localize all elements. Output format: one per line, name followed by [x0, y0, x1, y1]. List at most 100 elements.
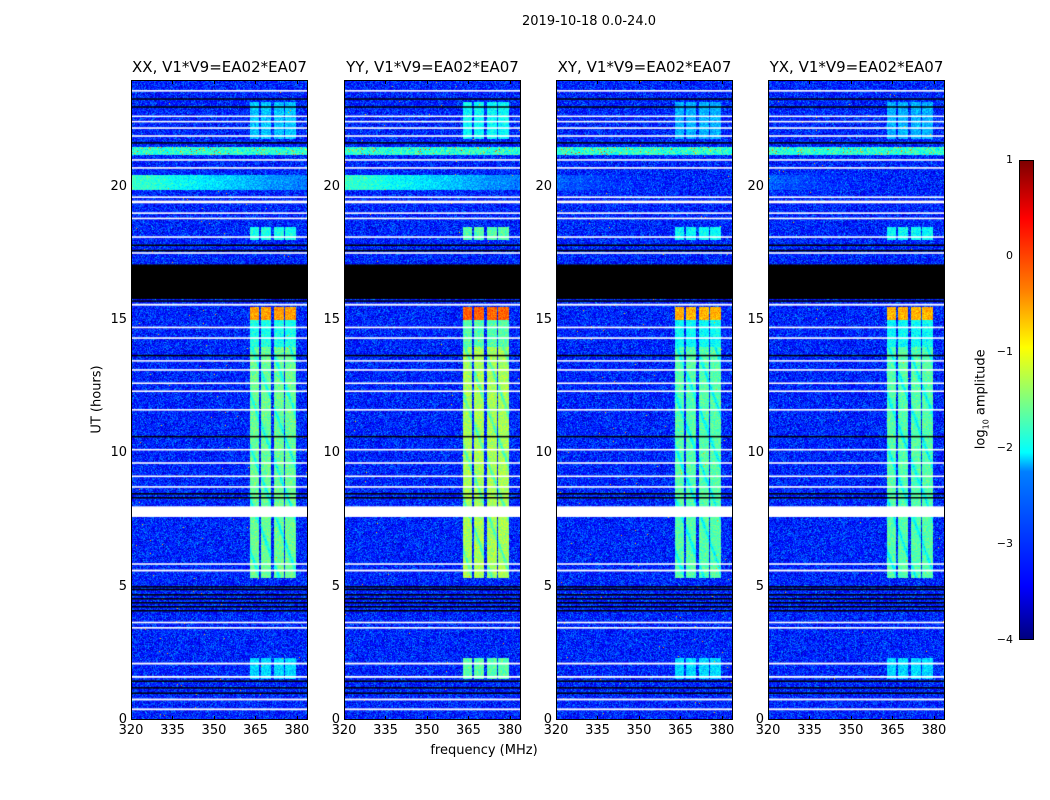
x-tick-mark	[385, 80, 387, 84]
x-tick-mark	[597, 80, 599, 84]
colorbar-tick-label: 0	[1006, 249, 1013, 262]
x-tick-label: 335	[797, 723, 822, 738]
x-tick-mark	[468, 80, 470, 84]
x-tick-label: 365	[456, 723, 481, 738]
y-tick-label: 10	[110, 445, 127, 461]
x-tick-label: 350	[838, 723, 864, 738]
x-tick-label: 350	[201, 723, 227, 738]
x-tick-mark	[131, 716, 132, 720]
y-tick-label: 15	[747, 312, 764, 327]
x-tick-mark	[721, 716, 723, 720]
x-tick-label: 350	[414, 723, 440, 738]
x-tick-label: 350	[626, 723, 652, 738]
colorbar-tick-label: −2	[996, 441, 1013, 454]
x-tick-mark	[850, 716, 852, 720]
x-tick-mark	[638, 716, 640, 720]
x-tick-mark	[680, 716, 682, 720]
x-tick-mark	[892, 80, 894, 84]
colorbar-tick-label: −3	[996, 537, 1013, 550]
x-tick-mark	[344, 716, 345, 720]
y-tick-label: 15	[535, 312, 552, 327]
x-tick-mark	[426, 716, 428, 720]
y-tick-label: 10	[747, 445, 764, 461]
x-tick-label: 335	[585, 723, 610, 738]
y-tick-label: 10	[535, 445, 552, 461]
x-tick-mark	[768, 716, 769, 720]
spectrogram-panel	[556, 80, 733, 720]
panel-title: XX, V1*V9=EA02*EA07	[132, 58, 307, 76]
x-tick-label: 320	[118, 723, 144, 738]
x-tick-mark	[809, 716, 811, 720]
y-tick-label: 0	[543, 712, 552, 727]
y-tick-label: 10	[323, 445, 340, 461]
panel-title: YX, V1*V9=EA02*EA07	[769, 58, 944, 76]
x-tick-mark	[556, 716, 557, 720]
x-tick-mark	[892, 716, 894, 720]
x-tick-mark	[509, 716, 511, 720]
y-tick-label: 20	[747, 178, 764, 194]
x-tick-mark	[172, 80, 174, 84]
x-tick-mark	[556, 80, 557, 84]
y-tick-label: 5	[543, 578, 552, 594]
y-tick-label: 20	[323, 178, 340, 194]
x-tick-mark	[638, 80, 640, 84]
panel-title: XY, V1*V9=EA02*EA07	[557, 58, 732, 76]
y-tick-label: 5	[118, 578, 127, 594]
x-tick-mark	[768, 80, 769, 84]
x-tick-mark	[680, 80, 682, 84]
colorbar-tick-label: 1	[1006, 153, 1013, 166]
y-tick-label: 15	[110, 312, 127, 327]
panel-title: YY, V1*V9=EA02*EA07	[346, 58, 519, 76]
x-tick-mark	[172, 716, 174, 720]
y-tick-label: 5	[755, 578, 764, 594]
x-tick-mark	[809, 80, 811, 84]
spectrogram-panel	[768, 80, 945, 720]
y-tick-label: 5	[331, 578, 340, 594]
y-axis-label: UT (hours)	[89, 365, 105, 434]
x-tick-label: 380	[284, 723, 310, 738]
x-tick-mark	[850, 80, 852, 84]
x-tick-mark	[933, 80, 935, 84]
x-tick-mark	[213, 80, 215, 84]
colorbar	[1019, 160, 1034, 640]
x-tick-label: 365	[880, 723, 905, 738]
x-axis-label: frequency (MHz)	[430, 743, 538, 758]
spectrogram-panel	[344, 80, 521, 720]
y-tick-label: 0	[755, 712, 764, 727]
spectrogram-heatmap	[557, 81, 732, 719]
y-tick-label: 20	[535, 178, 552, 194]
figure-title: 2019-10-18 0.0-24.0	[522, 14, 656, 29]
x-tick-label: 320	[331, 723, 357, 738]
y-tick-label: 15	[323, 312, 340, 327]
spectrogram-panel	[131, 80, 308, 720]
x-tick-mark	[296, 716, 298, 720]
x-tick-mark	[385, 716, 387, 720]
x-tick-mark	[131, 80, 132, 84]
x-tick-label: 335	[373, 723, 398, 738]
x-tick-mark	[721, 80, 723, 84]
spectrogram-heatmap	[345, 81, 520, 719]
spectrogram-heatmap	[769, 81, 944, 719]
colorbar-label: log10 amplitude	[973, 349, 991, 450]
y-tick-label: 0	[331, 712, 340, 727]
y-tick-label: 0	[118, 712, 127, 727]
x-tick-label: 380	[921, 723, 947, 738]
x-tick-label: 365	[243, 723, 268, 738]
colorbar-tick-label: −1	[996, 345, 1013, 358]
x-tick-mark	[933, 716, 935, 720]
x-tick-mark	[255, 716, 257, 720]
x-tick-mark	[213, 716, 215, 720]
y-tick-label: 20	[110, 178, 127, 194]
x-tick-label: 380	[709, 723, 735, 738]
x-tick-label: 335	[160, 723, 185, 738]
x-tick-label: 320	[543, 723, 569, 738]
x-tick-mark	[597, 716, 599, 720]
x-tick-mark	[468, 716, 470, 720]
x-tick-mark	[255, 80, 257, 84]
x-tick-mark	[296, 80, 298, 84]
x-tick-label: 320	[755, 723, 781, 738]
x-tick-label: 380	[497, 723, 523, 738]
spectrogram-heatmap	[132, 81, 307, 719]
colorbar-tick-label: −4	[996, 633, 1013, 646]
x-tick-mark	[344, 80, 345, 84]
